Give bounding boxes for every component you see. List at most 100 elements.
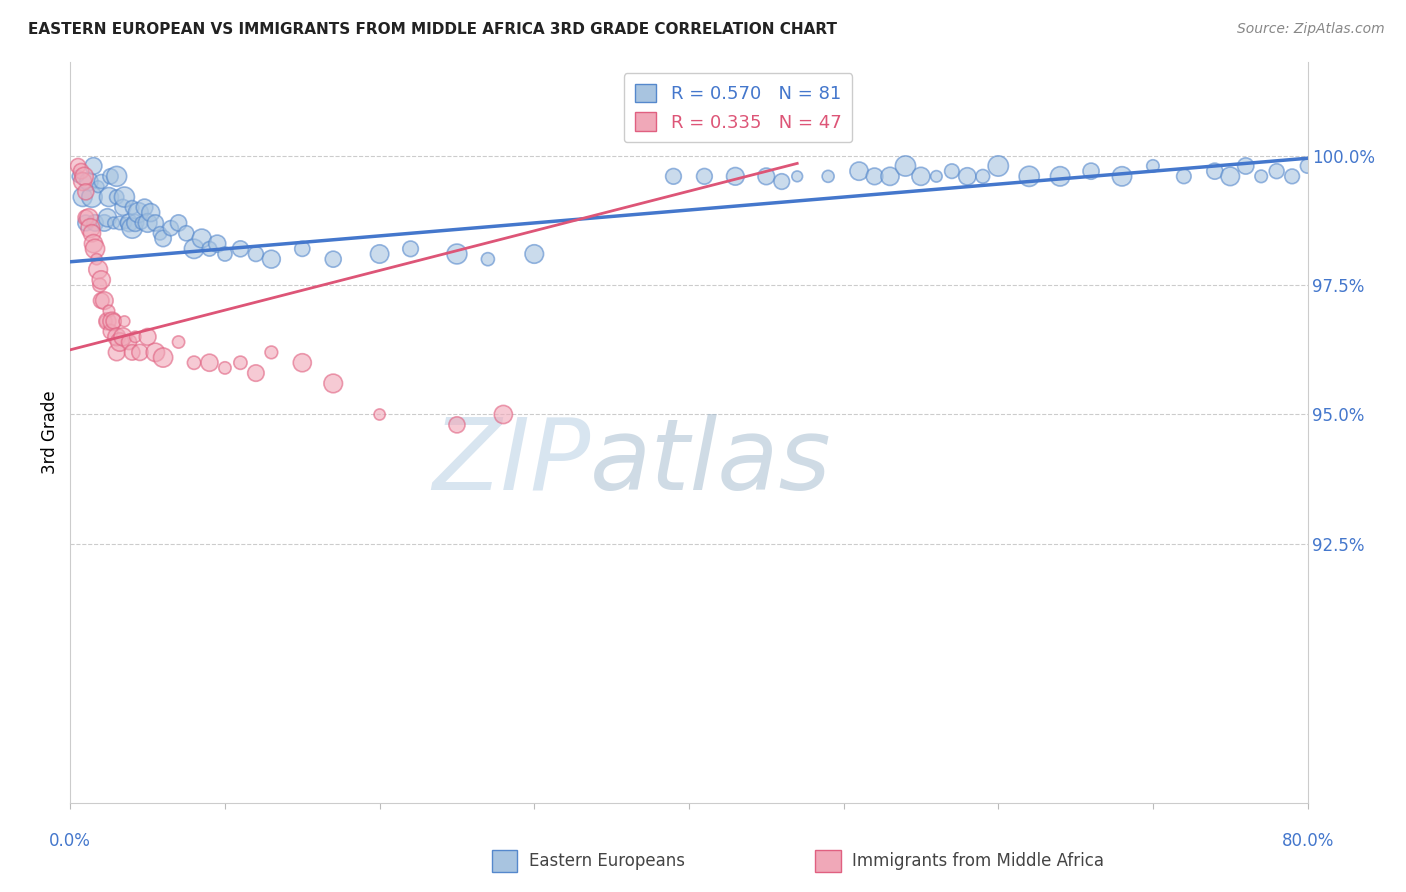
Legend: R = 0.570   N = 81, R = 0.335   N = 47: R = 0.570 N = 81, R = 0.335 N = 47 bbox=[624, 73, 852, 143]
Point bbox=[90, 293, 112, 308]
Point bbox=[755, 169, 778, 184]
Point bbox=[96, 314, 118, 328]
Point bbox=[145, 345, 166, 359]
Point bbox=[693, 169, 716, 184]
Point bbox=[136, 330, 159, 344]
Point bbox=[103, 216, 125, 230]
Point bbox=[770, 174, 793, 188]
Point bbox=[77, 174, 100, 188]
Point bbox=[90, 174, 112, 188]
Point bbox=[160, 221, 183, 235]
Point bbox=[82, 236, 105, 251]
Point bbox=[103, 314, 125, 328]
Point bbox=[198, 242, 221, 256]
Point bbox=[1265, 164, 1288, 178]
Point bbox=[477, 252, 499, 267]
Point bbox=[73, 169, 96, 184]
Point bbox=[105, 169, 128, 184]
Y-axis label: 3rd Grade: 3rd Grade bbox=[41, 391, 59, 475]
Point bbox=[523, 247, 546, 261]
Point bbox=[82, 159, 105, 173]
Point bbox=[1219, 169, 1241, 184]
Point bbox=[1296, 159, 1319, 173]
Point bbox=[111, 330, 134, 344]
Text: Eastern Europeans: Eastern Europeans bbox=[529, 852, 685, 871]
Point bbox=[1049, 169, 1071, 184]
Point bbox=[214, 360, 236, 375]
Point bbox=[183, 356, 205, 370]
Point bbox=[72, 190, 94, 204]
Point bbox=[1173, 169, 1195, 184]
Point bbox=[114, 190, 135, 204]
Point bbox=[124, 216, 146, 230]
Point bbox=[214, 247, 236, 261]
Point bbox=[1204, 164, 1226, 178]
Point bbox=[229, 356, 252, 370]
Point bbox=[139, 205, 162, 219]
Point bbox=[817, 169, 839, 184]
Point bbox=[183, 242, 205, 256]
Point bbox=[229, 242, 252, 256]
Text: Source: ZipAtlas.com: Source: ZipAtlas.com bbox=[1237, 22, 1385, 37]
Point bbox=[67, 159, 90, 173]
Point bbox=[118, 216, 141, 230]
Point bbox=[152, 351, 174, 365]
Point bbox=[101, 314, 124, 328]
Point bbox=[848, 164, 870, 178]
Point bbox=[98, 304, 120, 318]
Point bbox=[260, 345, 283, 359]
Point bbox=[1312, 169, 1334, 184]
Point bbox=[291, 242, 314, 256]
Point bbox=[115, 216, 138, 230]
Point bbox=[956, 169, 979, 184]
Text: ZIP: ZIP bbox=[432, 414, 591, 511]
Point bbox=[174, 227, 197, 241]
Point bbox=[94, 314, 117, 328]
Point bbox=[77, 211, 100, 225]
Point bbox=[368, 408, 391, 422]
Point bbox=[124, 330, 146, 344]
Point bbox=[662, 169, 685, 184]
Point bbox=[245, 366, 267, 380]
Point bbox=[1234, 159, 1257, 173]
Point bbox=[1142, 159, 1164, 173]
Point bbox=[191, 231, 214, 245]
Point bbox=[863, 169, 886, 184]
Point bbox=[446, 417, 468, 432]
Point bbox=[167, 334, 190, 349]
Point bbox=[121, 345, 143, 359]
Point bbox=[75, 211, 97, 225]
Point bbox=[80, 190, 103, 204]
Point bbox=[98, 190, 120, 204]
Point bbox=[322, 376, 344, 391]
Point bbox=[108, 216, 131, 230]
Point bbox=[114, 314, 135, 328]
Point bbox=[79, 221, 101, 235]
Point bbox=[87, 179, 110, 194]
Point bbox=[111, 201, 134, 215]
Point bbox=[129, 345, 152, 359]
Point bbox=[446, 247, 468, 261]
Point bbox=[127, 205, 149, 219]
Point bbox=[105, 330, 128, 344]
Point bbox=[925, 169, 948, 184]
Point bbox=[879, 169, 901, 184]
Text: 0.0%: 0.0% bbox=[49, 832, 91, 850]
Point bbox=[75, 185, 97, 199]
Point bbox=[987, 159, 1010, 173]
Point bbox=[145, 216, 166, 230]
Point bbox=[134, 201, 156, 215]
Point bbox=[84, 216, 107, 230]
Point bbox=[260, 252, 283, 267]
Point bbox=[70, 164, 93, 178]
Text: Immigrants from Middle Africa: Immigrants from Middle Africa bbox=[852, 852, 1104, 871]
Point bbox=[149, 227, 172, 241]
Point bbox=[207, 236, 229, 251]
Point bbox=[100, 325, 122, 339]
Point bbox=[786, 169, 808, 184]
Point bbox=[105, 345, 128, 359]
Point bbox=[75, 216, 97, 230]
Point bbox=[1111, 169, 1133, 184]
Point bbox=[1281, 169, 1303, 184]
Text: 80.0%: 80.0% bbox=[1281, 832, 1334, 850]
